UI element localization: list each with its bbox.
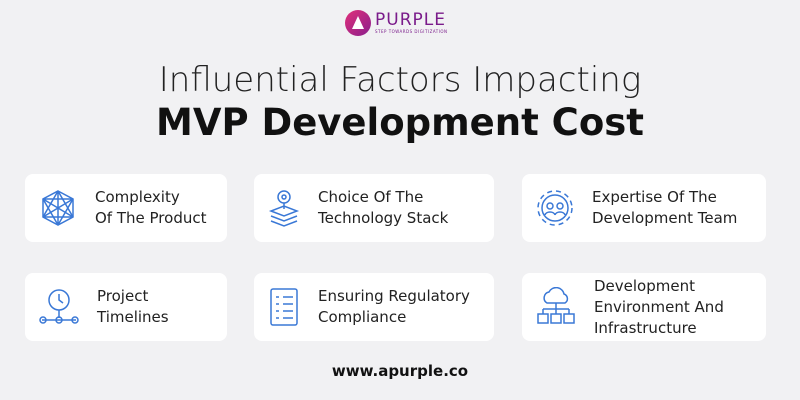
layers-stack-icon xyxy=(268,190,300,227)
team-gear-icon xyxy=(537,190,573,226)
factor-card-compliance: Ensuring Regulatory Compliance xyxy=(254,273,494,341)
factor-label: Ensuring Regulatory Compliance xyxy=(318,287,470,326)
title-line-1: Influential Factors Impacting xyxy=(158,60,642,100)
factor-card-tech-stack: Choice Of The Technology Stack xyxy=(254,174,494,242)
factor-label: Choice Of The Technology Stack xyxy=(318,188,449,227)
checklist-icon xyxy=(270,288,298,326)
factor-card-infrastructure: Development Environment And Infrastructu… xyxy=(522,273,766,341)
factor-label: Project Timelines xyxy=(97,287,169,326)
factor-label: Development Environment And Infrastructu… xyxy=(594,276,724,337)
factor-card-team: Expertise Of The Development Team xyxy=(522,174,766,242)
network-hexagon-icon xyxy=(42,190,74,226)
logo: PURPLE STEP TOWARDS DIGITIZATION xyxy=(345,10,448,36)
factor-card-timelines: Project Timelines xyxy=(25,273,227,341)
logo-mark-icon xyxy=(345,10,371,36)
logo-tagline: STEP TOWARDS DIGITIZATION xyxy=(375,29,448,34)
website-url: www.apurple.co xyxy=(331,362,469,380)
title-line-2: MVP Development Cost xyxy=(156,101,644,144)
factor-label: Expertise Of The Development Team xyxy=(592,188,738,227)
factor-label: Complexity Of The Product xyxy=(95,188,207,227)
logo-name: PURPLE xyxy=(375,10,446,30)
cloud-infrastructure-icon xyxy=(537,287,575,324)
factor-card-complexity: Complexity Of The Product xyxy=(25,174,227,242)
clock-timeline-icon xyxy=(39,289,79,324)
